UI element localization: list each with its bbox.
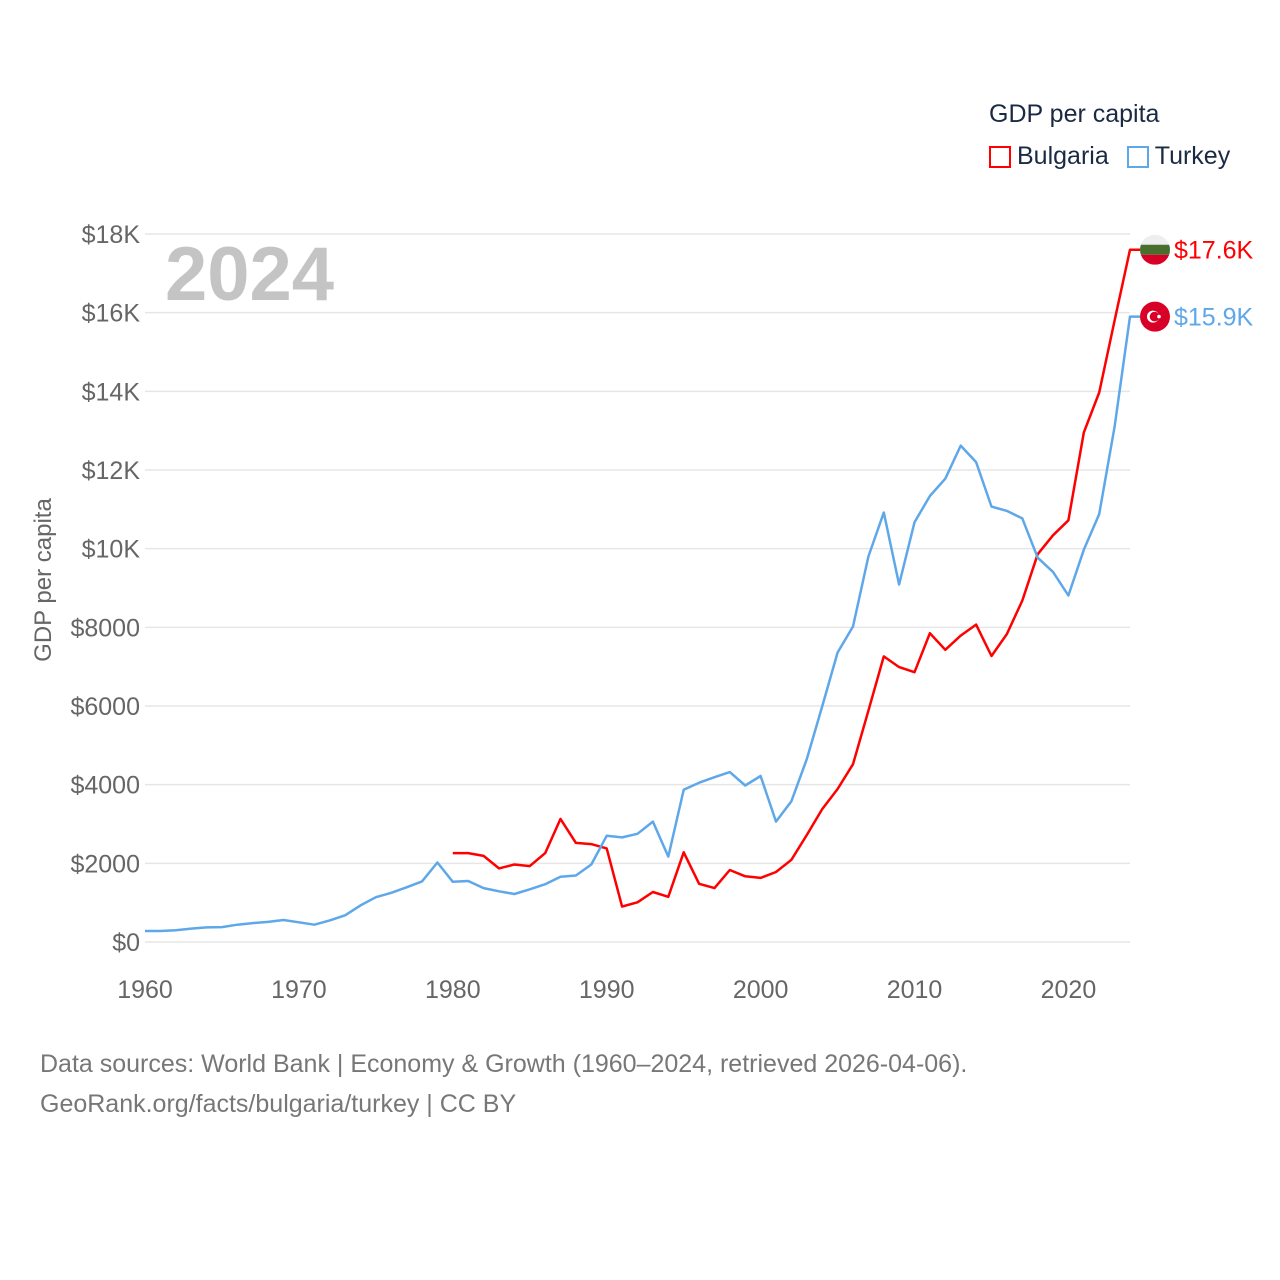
legend-label-turkey: Turkey	[1154, 142, 1231, 170]
end-label-turkey: $15.9K	[1174, 304, 1254, 332]
x-tick-label: 1990	[579, 976, 635, 1004]
source-line-1: Data sources: World Bank | Economy & Gro…	[40, 1050, 968, 1078]
legend-item-turkey[interactable]: Turkey	[1126, 142, 1231, 171]
y-tick-label: $18K	[82, 221, 141, 249]
series-line-turkey	[145, 315, 1140, 933]
source-line-2[interactable]: GeoRank.org/facts/bulgaria/turkey | CC B…	[40, 1090, 517, 1118]
source-note: Data sources: World Bank | Economy & Gro…	[40, 1044, 967, 1124]
turkey-flag-icon	[1140, 301, 1170, 332]
x-tick-label: 1960	[117, 976, 173, 1004]
y-tick-label: $14K	[82, 378, 141, 406]
legend-swatch-bulgaria	[989, 145, 1011, 168]
bulgaria-flag-icon	[1140, 234, 1170, 265]
legend-item-bulgaria[interactable]: Bulgaria	[989, 142, 1109, 171]
end-label-bulgaria: $17.6K	[1174, 237, 1254, 265]
y-tick-label: $16K	[82, 300, 141, 328]
y-tick-label: $4000	[70, 772, 140, 800]
series-line-bulgaria	[452, 248, 1140, 908]
legend-swatch-turkey	[1126, 145, 1149, 168]
y-tick-label: $2000	[70, 850, 140, 878]
y-tick-label: $12K	[82, 457, 141, 485]
x-tick-label: 2010	[887, 976, 943, 1004]
y-tick-label: $10K	[82, 536, 141, 564]
legend: Bulgaria Turkey	[989, 142, 1230, 171]
x-tick-label: 1980	[425, 976, 481, 1004]
y-tick-label: $8000	[70, 614, 140, 642]
y-tick-label: $6000	[70, 693, 140, 721]
y-tick-label: $0	[112, 929, 140, 957]
x-tick-label: 1970	[271, 976, 327, 1004]
x-tick-label: 2020	[1041, 976, 1097, 1004]
legend-title: GDP per capita	[989, 100, 1160, 128]
x-tick-label: 2000	[733, 976, 789, 1004]
y-axis-label: GDP per capita	[30, 498, 57, 662]
legend-label-bulgaria: Bulgaria	[1017, 142, 1109, 170]
year-watermark: 2024	[165, 232, 334, 317]
